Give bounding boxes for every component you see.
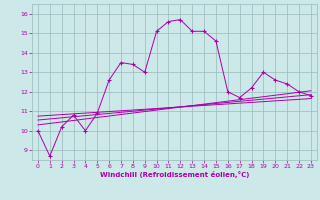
X-axis label: Windchill (Refroidissement éolien,°C): Windchill (Refroidissement éolien,°C): [100, 171, 249, 178]
